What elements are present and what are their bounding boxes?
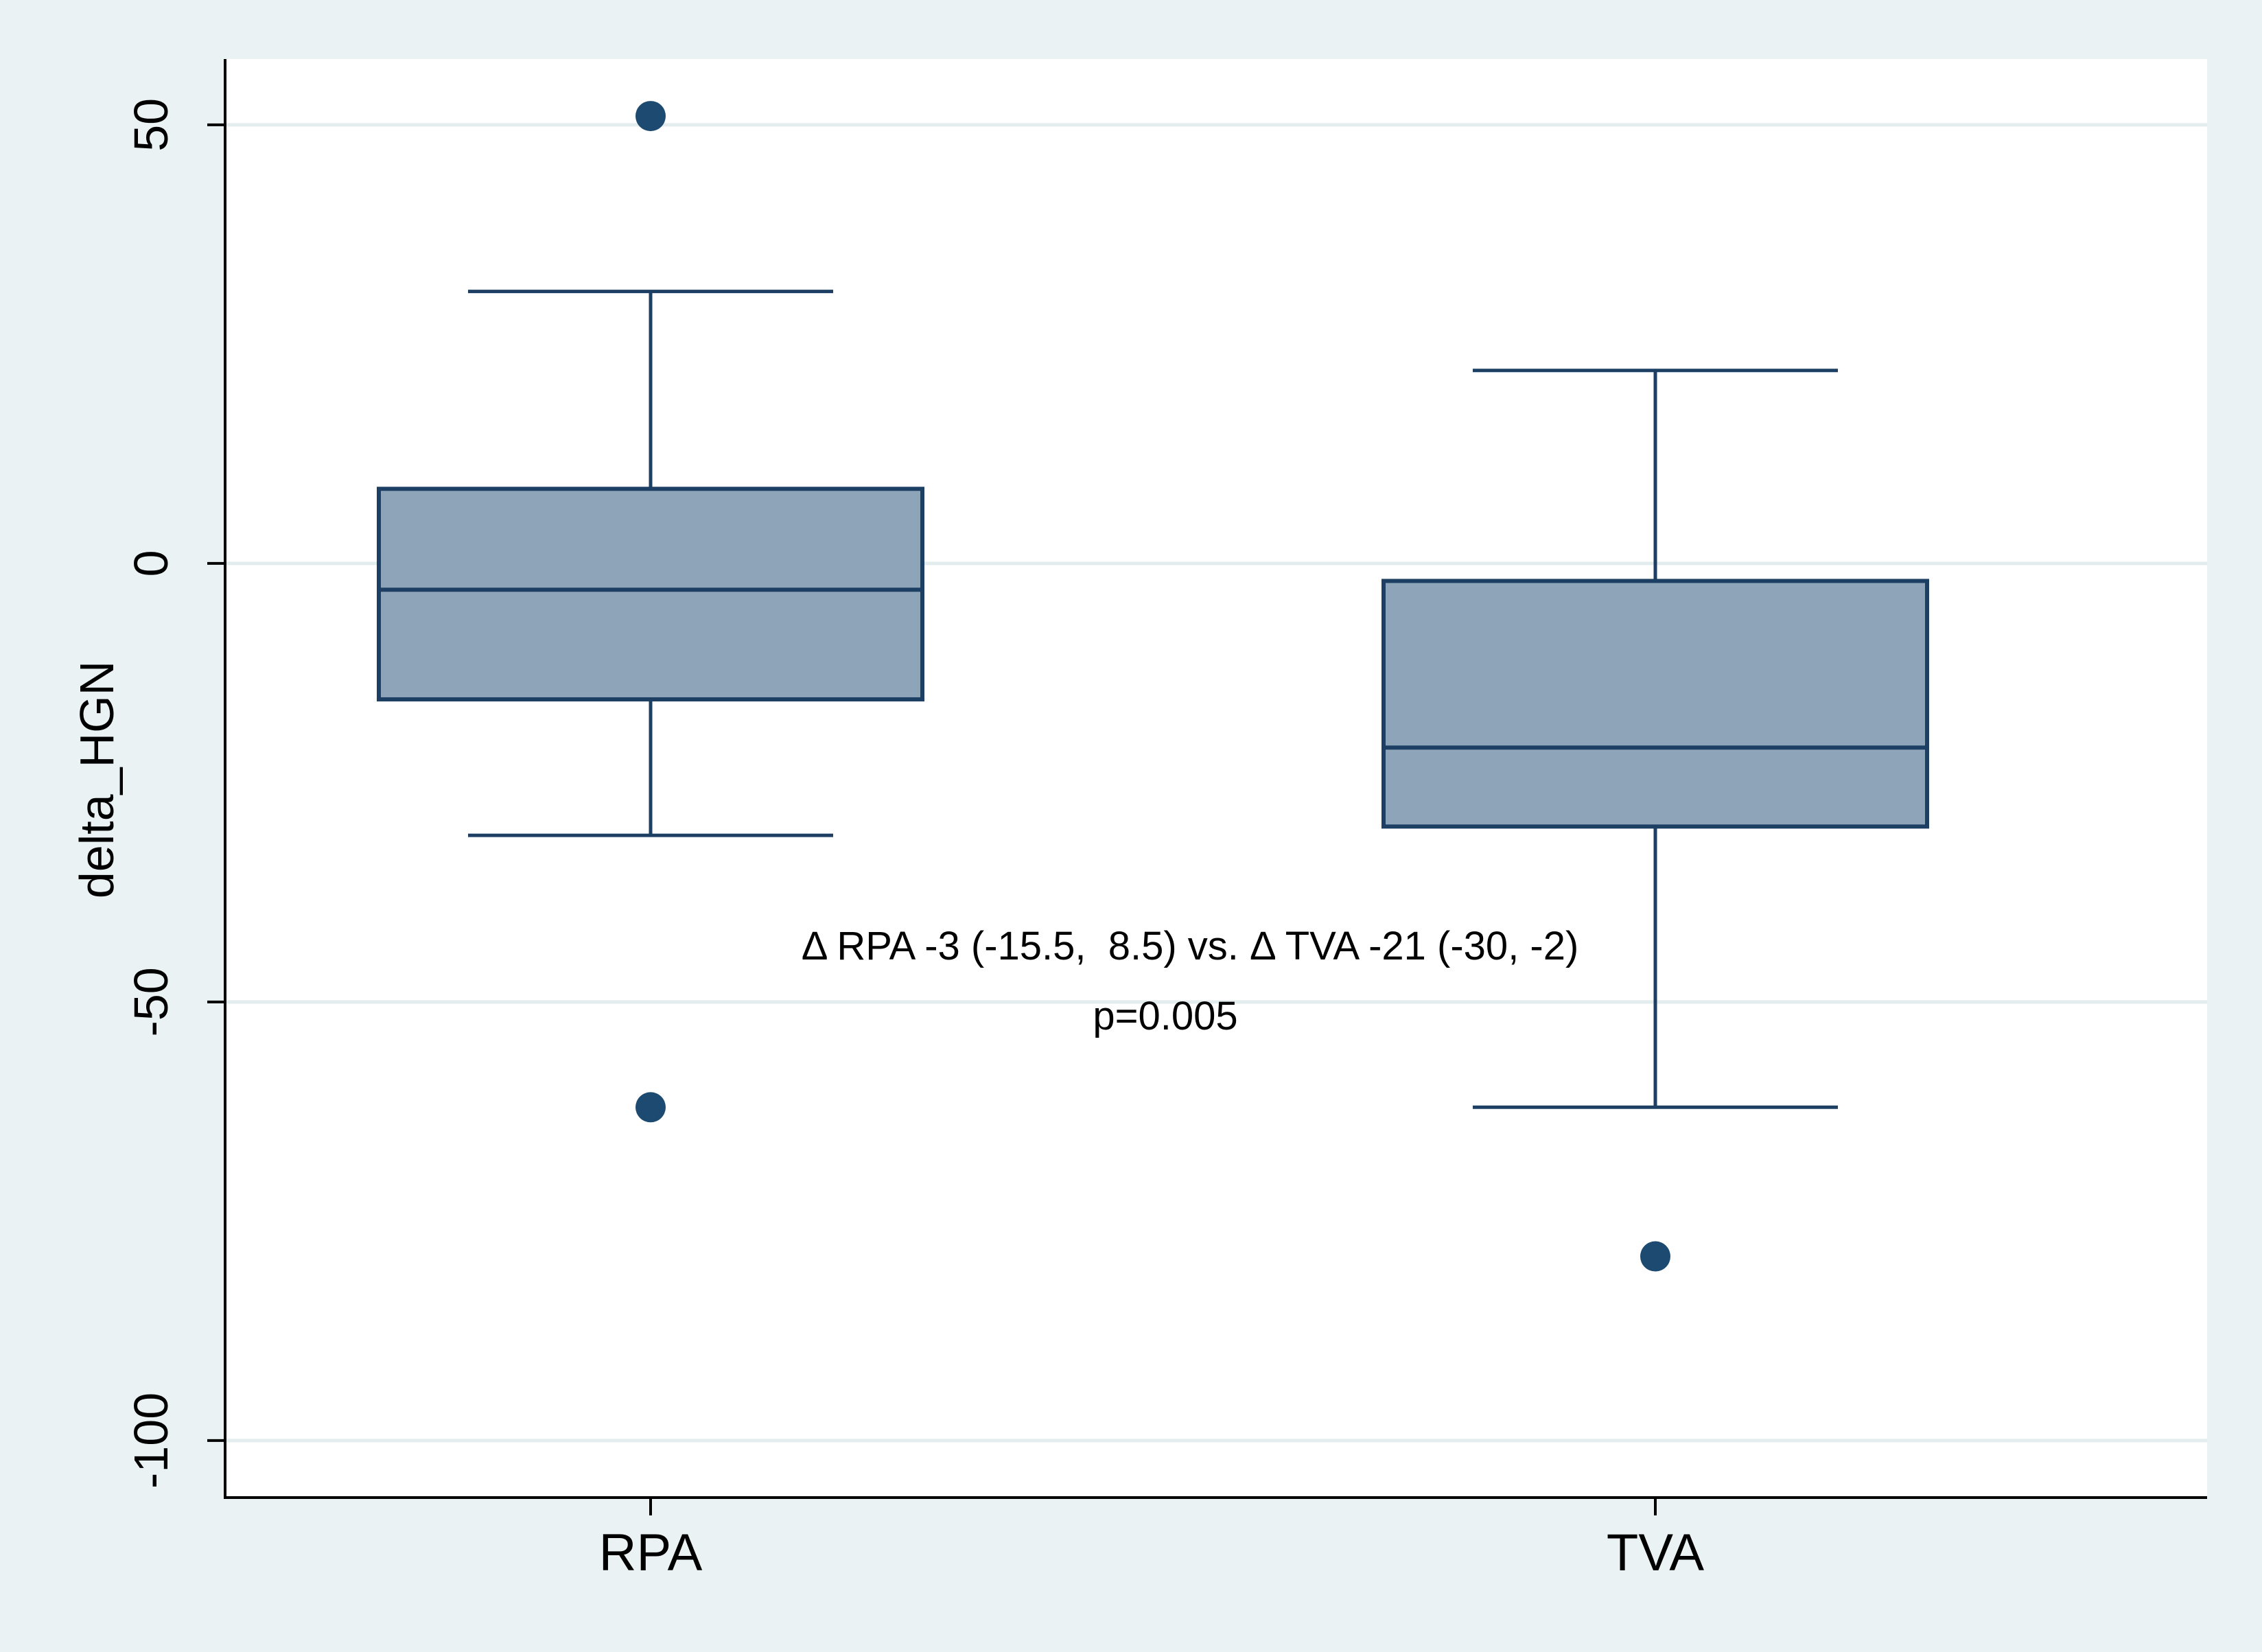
x-tick-labels: RPA TVA (599, 1498, 1704, 1582)
y-axis-label: delta_HGN (70, 661, 124, 898)
outliers (636, 101, 1670, 1272)
x-tick-label-tva: TVA (1607, 1524, 1704, 1582)
annotation-comparison: Δ RPA -3 (-15.5, 8.5) vs. Δ TVA -21 (-30… (802, 924, 1579, 968)
y-tick-label-1: 0 (124, 550, 178, 577)
tva-outlier-0 (1640, 1241, 1670, 1272)
rpa-box (377, 487, 924, 701)
y-tick-label-0: 50 (124, 98, 178, 152)
y-ticks: 50 0 -50 -100 (124, 98, 225, 1489)
rpa-outlier-1 (636, 1092, 666, 1123)
rpa-outlier-0 (636, 101, 666, 132)
gridlines (225, 123, 2207, 1443)
boxes (377, 290, 1929, 1109)
y-tick-label-2: -50 (124, 967, 178, 1036)
y-tick-label-3: -100 (124, 1393, 178, 1489)
annotation-p-value: p=0.005 (1093, 994, 1237, 1038)
x-tick-label-rpa: RPA (599, 1524, 703, 1582)
tva-box (1381, 579, 1929, 829)
